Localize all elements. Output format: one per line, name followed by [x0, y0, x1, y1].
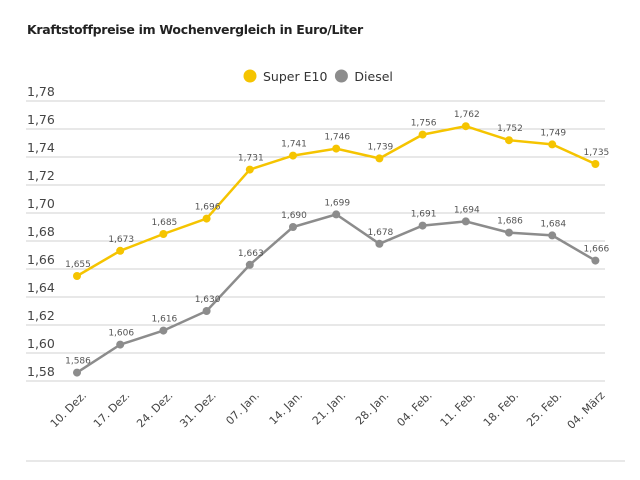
- legend-marker: [243, 69, 257, 83]
- data-label: 1,756: [411, 119, 437, 129]
- data-label: 1,746: [324, 133, 350, 143]
- data-label: 1,606: [108, 329, 134, 339]
- data-label: 1,752: [497, 124, 523, 134]
- data-point: [159, 230, 168, 238]
- y-tick-label: 1,70: [27, 196, 55, 211]
- y-tick-label: 1,72: [27, 168, 55, 183]
- data-label: 1,691: [411, 210, 437, 220]
- data-label: 1,630: [195, 295, 221, 305]
- x-tick-label: 14. Jan.: [267, 389, 306, 428]
- data-label: 1,684: [540, 219, 566, 229]
- data-point: [245, 165, 254, 174]
- y-tick-label: 1,60: [27, 336, 55, 351]
- x-tick-label: 18. Feb.: [481, 389, 521, 429]
- x-tick-label: 10. Dez.: [48, 389, 89, 430]
- y-tick-label: 1,68: [27, 224, 55, 239]
- data-point: [548, 231, 557, 240]
- data-point: [202, 214, 211, 223]
- y-tick-label: 1,62: [27, 308, 55, 323]
- data-point: [289, 223, 297, 231]
- x-tick-label: 21. Jan.: [310, 389, 349, 428]
- data-point: [418, 130, 427, 139]
- data-point: [418, 221, 427, 230]
- data-label: 1,678: [368, 228, 394, 238]
- data-point: [505, 136, 513, 145]
- data-label: 1,690: [281, 211, 307, 221]
- data-label: 1,655: [65, 260, 91, 270]
- data-point: [245, 260, 254, 269]
- y-tick-label: 1,64: [27, 280, 55, 295]
- data-point: [505, 228, 513, 237]
- data-point: [548, 140, 557, 149]
- x-tick-label: 25. Feb.: [524, 389, 564, 429]
- data-label: 1,696: [195, 203, 221, 213]
- x-tick-label: 04. Feb.: [394, 389, 434, 429]
- data-point: [159, 326, 168, 335]
- data-point: [73, 272, 81, 280]
- data-point: [591, 256, 600, 265]
- data-point: [461, 217, 470, 226]
- y-tick-label: 1,66: [27, 252, 55, 267]
- legend-label: Super E10: [263, 69, 327, 84]
- data-label: 1,731: [238, 154, 264, 164]
- data-point: [202, 307, 211, 315]
- chart-title: Kraftstoffpreise im Wochenvergleich in E…: [27, 22, 363, 37]
- data-point: [591, 160, 600, 168]
- data-point: [116, 246, 125, 255]
- y-tick-label: 1,74: [27, 140, 55, 155]
- x-tick-label: 24. Dez.: [134, 389, 175, 430]
- y-tick-label: 1,76: [27, 112, 55, 127]
- y-tick-label: 1,58: [27, 364, 55, 379]
- data-label: 1,666: [584, 245, 610, 255]
- data-label: 1,699: [324, 198, 350, 208]
- data-label: 1,735: [584, 148, 610, 158]
- x-tick-label: 11. Feb.: [438, 389, 478, 429]
- x-tick-label: 07. Jan.: [223, 389, 262, 428]
- data-label: 1,686: [497, 217, 523, 227]
- data-point: [116, 340, 125, 349]
- legend-marker: [334, 69, 348, 83]
- data-label: 1,685: [152, 218, 178, 228]
- x-tick-label: 04. März: [565, 389, 608, 432]
- data-point: [289, 151, 297, 160]
- data-point: [332, 210, 341, 219]
- data-label: 1,749: [540, 128, 566, 138]
- data-label: 1,663: [238, 249, 264, 259]
- data-point: [375, 154, 384, 163]
- data-label: 1,586: [65, 357, 91, 367]
- data-label: 1,673: [108, 235, 134, 245]
- data-point: [332, 144, 341, 153]
- x-tick-label: 28. Jan.: [353, 389, 392, 428]
- legend-label: Diesel: [354, 69, 392, 84]
- data-point: [73, 368, 81, 377]
- data-label: 1,739: [368, 142, 394, 152]
- data-label: 1,762: [454, 110, 480, 120]
- data-point: [375, 239, 384, 248]
- x-tick-label: 31. Dez.: [177, 389, 218, 430]
- y-tick-label: 1,78: [27, 84, 55, 99]
- data-label: 1,741: [281, 140, 307, 150]
- data-point: [461, 122, 470, 131]
- data-label: 1,694: [454, 205, 480, 215]
- x-tick-label: 17. Dez.: [91, 389, 132, 430]
- data-label: 1,616: [152, 315, 178, 325]
